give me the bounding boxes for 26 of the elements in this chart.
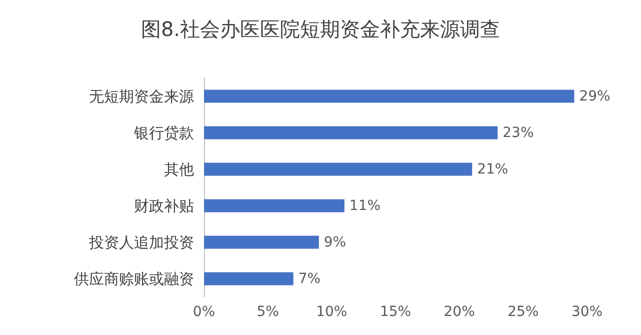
x-tick-label: 30% [571,304,603,320]
data-label: 7% [298,270,321,287]
x-tick-label: 25% [508,304,539,320]
y-tick-label: 投资人追加投资 [88,233,194,252]
y-tick-label: 无短期资金来源 [89,87,194,106]
data-label: 23% [502,124,534,141]
bar [204,272,294,286]
x-tick-label: 20% [444,304,475,320]
chart-title: 图8.社会办医医院短期资金补充来源调查 [140,17,500,41]
y-tick-label: 银行贷款 [133,124,194,142]
bar [204,162,472,176]
data-label: 9% [324,234,346,250]
data-label: 29% [579,88,610,104]
x-tick-label: 15% [380,304,412,320]
y-tick-label: 财政补贴 [134,196,194,215]
x-tick-label: 10% [316,304,348,320]
bar [204,126,498,140]
bar [204,90,574,103]
y-tick-label: 供应商赊账或融资 [74,270,194,288]
x-tick-label: 0% [192,304,216,320]
bar [204,236,319,249]
x-tick-label: 5% [256,304,279,320]
bar [204,199,344,212]
data-label: 11% [349,198,381,214]
y-tick-label: 其他 [164,160,194,178]
data-label: 21% [477,161,508,178]
